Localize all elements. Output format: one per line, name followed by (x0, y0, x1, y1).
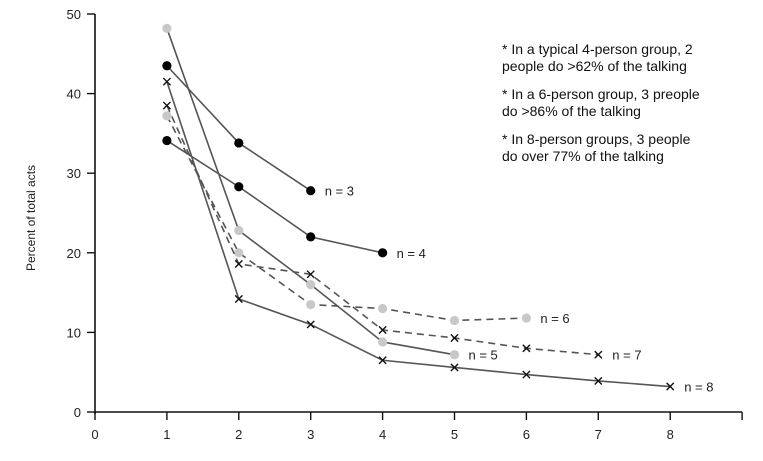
data-point (378, 325, 387, 335)
series-label: n = 5 (469, 348, 498, 363)
y-axis-label: Percent of total acts (24, 165, 38, 271)
data-point (162, 23, 172, 33)
data-point (449, 315, 460, 326)
series-n-4: n = 4 (162, 135, 426, 261)
y-tick-label: 50 (67, 7, 81, 22)
data-point (449, 350, 460, 360)
series-label: n = 6 (540, 311, 569, 326)
data-point (378, 356, 387, 365)
series-line (166, 81, 671, 388)
y-tick-label: 30 (67, 166, 81, 181)
data-point (162, 61, 172, 71)
data-point (521, 313, 532, 323)
data-point (234, 225, 244, 236)
series-line (166, 115, 527, 322)
series-n-7: n = 7 (162, 101, 642, 363)
data-point (306, 320, 315, 329)
data-point (522, 344, 531, 353)
annotation-note-3: * In 8-person groups, 3 people do over 7… (502, 131, 691, 164)
y-tick-label: 40 (67, 87, 81, 102)
data-point (306, 280, 316, 290)
series-label: n = 3 (325, 184, 354, 199)
data-point (522, 370, 531, 379)
data-point (450, 333, 459, 343)
x-tick-label: 5 (451, 427, 458, 442)
y-tick-label: 0 (74, 405, 81, 420)
data-point (234, 138, 244, 148)
x-tick-label: 3 (307, 427, 314, 442)
data-point (162, 77, 171, 86)
data-point (306, 186, 316, 196)
series-label: n = 4 (397, 246, 426, 261)
series-group: n = 3 n = 4 n = 5 n = 6 n = 7 n = 8 (162, 23, 713, 395)
x-tick-label: 1 (163, 427, 170, 442)
data-point (234, 294, 243, 304)
data-point (234, 248, 244, 258)
x-tick-label: 0 (91, 427, 98, 442)
annotation-note-1: * In a typical 4-person group, 2 people … (502, 41, 693, 74)
series-label: n = 7 (612, 348, 641, 363)
y-tick-label: 10 (67, 325, 81, 340)
data-point (162, 101, 171, 110)
data-point (306, 299, 316, 310)
x-tick-label: 2 (235, 427, 242, 442)
annotation-panel: * In a typical 4-person group, 2 people … (502, 41, 752, 176)
series-label: n = 8 (684, 380, 713, 395)
series-n-6: n = 6 (162, 111, 570, 326)
data-point (378, 337, 388, 347)
data-point (234, 182, 244, 192)
series-n-3: n = 3 (162, 61, 354, 199)
data-point (666, 382, 675, 391)
data-point (306, 270, 315, 279)
series-n-8: n = 8 (162, 77, 713, 395)
x-tick-label: 4 (379, 427, 386, 442)
x-tick-label: 8 (667, 427, 674, 442)
x-tick-label: 6 (523, 427, 530, 442)
series-line (166, 139, 383, 254)
data-point (162, 111, 172, 121)
series-line (166, 65, 312, 192)
data-point (594, 350, 603, 359)
axes: 0 1 2 3 4 5 6 7 8 0 10 20 30 40 50 (67, 7, 743, 442)
series-n-5: n = 5 (162, 23, 498, 363)
x-tick-label: 7 (595, 427, 602, 442)
data-point (378, 248, 388, 258)
data-point (162, 135, 172, 146)
data-point (306, 232, 316, 242)
y-tick-label: 20 (67, 246, 81, 261)
annotation-note-2: * In a 6-person group, 3 preople do >86%… (502, 86, 700, 119)
data-point (234, 259, 243, 269)
data-point (594, 376, 603, 386)
data-point (450, 363, 459, 372)
data-point (378, 303, 388, 314)
